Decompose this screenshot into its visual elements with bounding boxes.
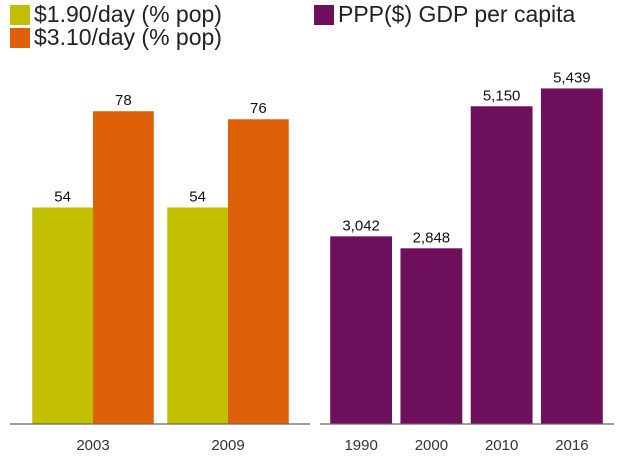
data-label: 2,848 xyxy=(413,229,451,246)
x-tick-label: 2010 xyxy=(485,437,518,454)
bar xyxy=(330,236,393,424)
x-tick-label: 2009 xyxy=(211,437,244,454)
data-label: 78 xyxy=(115,92,132,109)
x-tick-label: 1990 xyxy=(344,437,377,454)
legend-label: PPP($) GDP per capita xyxy=(338,1,576,27)
x-tick-label: 2003 xyxy=(76,437,109,454)
data-label: 76 xyxy=(250,100,267,117)
legend-label: $3.10/day (% pop) xyxy=(34,24,222,50)
legend-label: $1.90/day (% pop) xyxy=(34,1,222,27)
data-label: 5,439 xyxy=(553,69,591,86)
data-label: 5,150 xyxy=(483,87,521,104)
legend-swatch xyxy=(10,5,30,25)
bar xyxy=(93,111,154,424)
x-tick-label: 2000 xyxy=(415,437,448,454)
bar xyxy=(228,119,289,425)
bar xyxy=(32,207,93,424)
bar xyxy=(470,106,533,425)
bar xyxy=(540,88,603,424)
bar xyxy=(400,248,463,424)
data-label: 54 xyxy=(54,188,71,205)
bar xyxy=(167,207,228,424)
data-label: 54 xyxy=(189,188,206,205)
data-label: 3,042 xyxy=(342,217,380,234)
legend-swatch xyxy=(10,28,30,48)
x-tick-label: 2016 xyxy=(555,437,588,454)
legend-swatch xyxy=(314,5,334,25)
